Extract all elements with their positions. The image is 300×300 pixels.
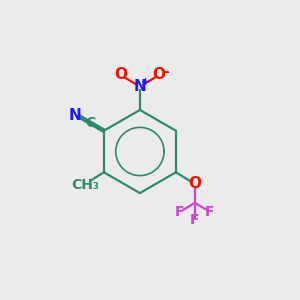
Text: -: - xyxy=(163,65,169,80)
Text: O: O xyxy=(152,67,165,82)
Text: O: O xyxy=(188,176,201,191)
Text: C: C xyxy=(85,116,96,130)
Text: N: N xyxy=(69,108,82,123)
Text: CH₃: CH₃ xyxy=(71,178,99,191)
Text: F: F xyxy=(205,205,215,219)
Text: N: N xyxy=(134,79,146,94)
Text: +: + xyxy=(141,77,150,87)
Text: O: O xyxy=(114,67,128,82)
Text: F: F xyxy=(190,213,200,227)
Text: F: F xyxy=(175,205,185,219)
